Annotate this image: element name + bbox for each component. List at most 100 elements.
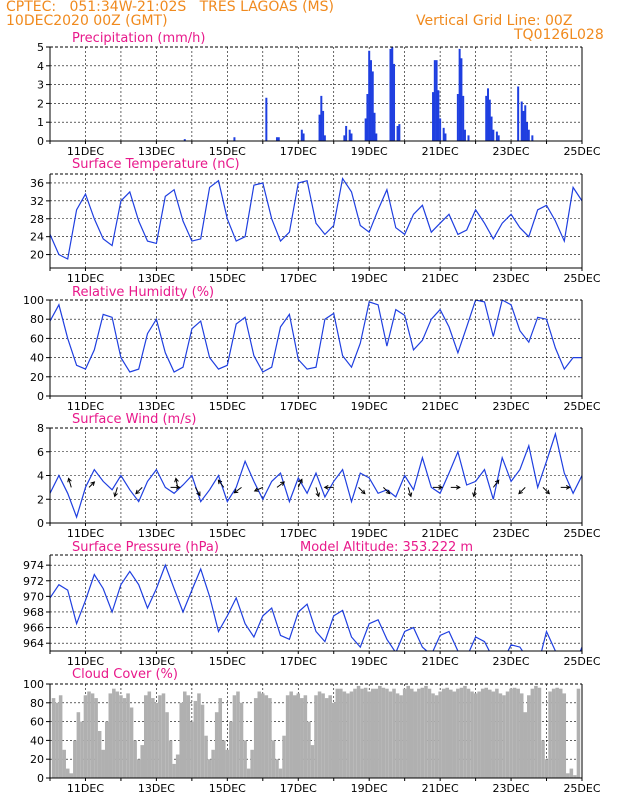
bar-5-80 (335, 688, 340, 778)
wind-arrow-head-0 (67, 477, 72, 483)
wind-arrow-8 (234, 486, 242, 494)
x-tick-label-2-4: 19DEC (351, 400, 388, 413)
bar-5-64 (278, 768, 283, 778)
panel-title-1: Surface Temperature (nC) (72, 157, 240, 172)
x-tick-label-4-4: 19DEC (351, 655, 388, 668)
bar-0-2 (265, 97, 268, 141)
bar-5-31 (161, 693, 166, 778)
x-tick-label-0-2: 15DEC (209, 145, 246, 158)
bar-5-98 (399, 695, 403, 778)
bar-5-79 (331, 702, 336, 778)
bar-5-58 (257, 691, 262, 778)
x-tick-label-3-1: 13DEC (138, 527, 175, 540)
bar-5-138 (541, 740, 545, 778)
y-tick-label-5-2: 40 (30, 734, 44, 747)
bar-5-6 (73, 740, 77, 778)
x-tick-label-5-5: 21DEC (422, 782, 459, 795)
bar-5-74 (314, 695, 318, 778)
bar-5-141 (551, 688, 556, 778)
x-tick-label-4-7: 25DEC (563, 655, 600, 668)
bar-5-48 (222, 740, 226, 778)
y-tick-label-5-1: 20 (30, 753, 44, 766)
wind-arrow-9 (254, 486, 264, 492)
bar-5-54 (243, 740, 247, 778)
bar-5-137 (537, 687, 542, 778)
x-tick-label-3-3: 17DEC (280, 527, 317, 540)
panel-annotation-4: Model Altitude: 353.222 m (300, 540, 473, 555)
x-tick-label-0-0: 11DEC (67, 145, 104, 158)
bar-5-24 (136, 759, 141, 778)
series-line-3 (50, 431, 582, 519)
bar-0-8 (320, 95, 323, 141)
wind-arrow-21 (518, 487, 526, 495)
wind-arrow-5 (175, 478, 179, 488)
bar-5-33 (168, 740, 173, 778)
wind-arrow-2 (114, 487, 118, 497)
bar-5-14 (101, 749, 105, 778)
bar-5-30 (158, 695, 162, 778)
x-tick-label-0-5: 21DEC (422, 145, 459, 158)
wind-arrow-head-13 (323, 485, 329, 490)
bar-5-86 (356, 685, 361, 778)
bar-5-36 (179, 702, 184, 778)
bar-0-27 (432, 92, 435, 141)
bar-0-25 (396, 125, 399, 141)
bar-5-67 (289, 691, 293, 778)
bar-0-51 (526, 122, 529, 141)
wind-arrow-head-8 (233, 488, 239, 494)
wind-arrow-22 (542, 487, 550, 495)
bar-0-3 (275, 137, 278, 141)
x-tick-label-1-6: 23DEC (493, 272, 530, 285)
bar-5-124 (491, 691, 496, 778)
bar-5-88 (363, 687, 368, 778)
x-tick-label-5-3: 17DEC (280, 782, 317, 795)
x-tick-label-2-0: 11DEC (67, 400, 104, 413)
bar-5-70 (300, 698, 304, 778)
x-tick-label-4-0: 11DEC (67, 655, 104, 668)
bar-5-135 (530, 688, 535, 778)
series-line-4 (50, 563, 582, 651)
bar-5-3 (62, 749, 66, 778)
bar-5-38 (186, 695, 191, 778)
x-tick-label-0-7: 25DEC (563, 145, 600, 158)
bar-5-103 (417, 688, 421, 778)
bar-0-33 (444, 133, 447, 141)
bar-5-7 (76, 712, 81, 778)
bar-0-23 (391, 47, 394, 141)
bar-5-20 (122, 698, 127, 778)
bar-5-49 (225, 749, 230, 778)
x-tick-label-1-4: 19DEC (351, 272, 388, 285)
bar-5-0 (51, 698, 56, 778)
bar-5-126 (498, 693, 503, 778)
model-id: TQ0126L028 (514, 27, 604, 43)
bar-5-132 (519, 693, 524, 778)
y-tick-label-4-1: 966 (23, 622, 44, 635)
bar-5-110 (441, 688, 446, 778)
wind-arrow-head-21 (518, 489, 523, 495)
bar-5-114 (456, 688, 460, 778)
wind-arrow-head-22 (545, 489, 551, 495)
bar-0-18 (369, 60, 372, 141)
bar-5-142 (555, 687, 559, 778)
bar-5-101 (409, 688, 414, 778)
bar-5-139 (544, 759, 549, 778)
bar-5-131 (516, 688, 520, 778)
x-tick-label-2-2: 15DEC (209, 400, 246, 413)
bar-0-15 (364, 118, 367, 141)
wind-arrow-head-1 (90, 481, 96, 486)
bar-0-4 (277, 137, 280, 141)
bar-5-65 (282, 735, 286, 778)
bar-0-44 (492, 129, 495, 141)
wind-arrow-head-14 (360, 489, 366, 495)
y-tick-label-0-5: 5 (37, 41, 44, 54)
wind-arrow-0 (68, 478, 72, 488)
bar-5-78 (328, 695, 332, 778)
y-tick-label-2-2: 40 (30, 352, 44, 365)
x-tick-label-0-6: 23DEC (493, 145, 530, 158)
bar-5-61 (268, 698, 272, 778)
bar-0-5 (300, 129, 303, 141)
bar-5-19 (119, 695, 123, 778)
bar-5-16 (108, 693, 113, 778)
bar-0-6 (302, 133, 305, 141)
bar-5-92 (378, 685, 382, 778)
